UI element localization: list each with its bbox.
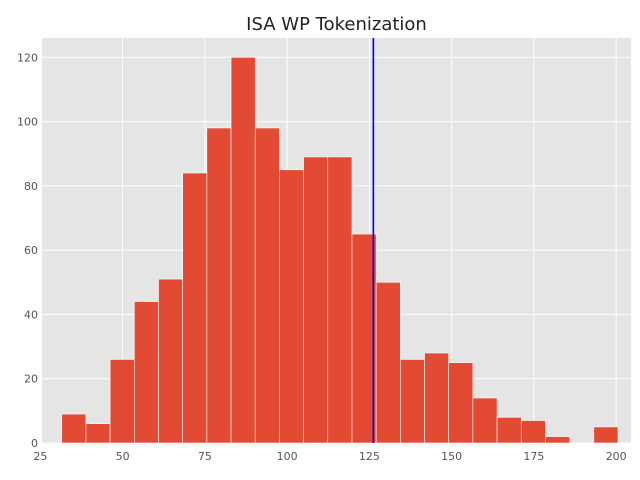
y-tick-label: 120 [17, 51, 38, 64]
y-tick-label: 100 [17, 116, 38, 129]
x-axis-ticks: 25 50 75 100 125 150 175 200 [33, 450, 626, 463]
histogram-bar [182, 172, 208, 444]
histogram-bar [85, 423, 111, 444]
histogram-bar [158, 278, 183, 444]
histogram-bar [448, 362, 474, 444]
histogram-bar [279, 169, 304, 444]
histogram-bar [109, 359, 135, 444]
histogram-bar [133, 301, 159, 444]
chart-title: ISA WP Tokenization [246, 14, 427, 35]
x-tick-label: 150 [441, 450, 462, 463]
x-tick-label: 200 [606, 450, 627, 463]
histogram-bar [545, 436, 570, 444]
histogram-bar [254, 127, 280, 444]
histogram-bar [230, 56, 256, 444]
y-tick-label: 20 [24, 373, 38, 386]
y-axis-ticks: 0 20 40 60 80 100 120 [17, 51, 38, 450]
y-tick-label: 0 [31, 437, 38, 450]
x-tick-label: 50 [116, 450, 130, 463]
histogram-bar [593, 426, 619, 444]
histogram-bar [327, 156, 353, 444]
histogram-bar [496, 416, 522, 444]
x-tick-label: 125 [359, 450, 380, 463]
histogram-bar [520, 420, 546, 444]
x-tick-label: 75 [198, 450, 212, 463]
histogram-bar [303, 156, 329, 444]
histogram-bar [206, 127, 232, 444]
y-tick-label: 40 [24, 308, 38, 321]
histogram-bar [375, 281, 401, 444]
histogram-bars [61, 56, 619, 444]
y-tick-label: 60 [24, 244, 38, 257]
histogram-bar [424, 352, 450, 444]
y-tick-label: 80 [24, 180, 38, 193]
histogram-bar [351, 233, 377, 444]
histogram-bar [61, 413, 87, 444]
x-tick-label: 25 [33, 450, 47, 463]
x-tick-label: 175 [523, 450, 544, 463]
x-tick-label: 100 [277, 450, 298, 463]
histogram-bar [472, 397, 498, 444]
histogram-bar [400, 359, 425, 444]
